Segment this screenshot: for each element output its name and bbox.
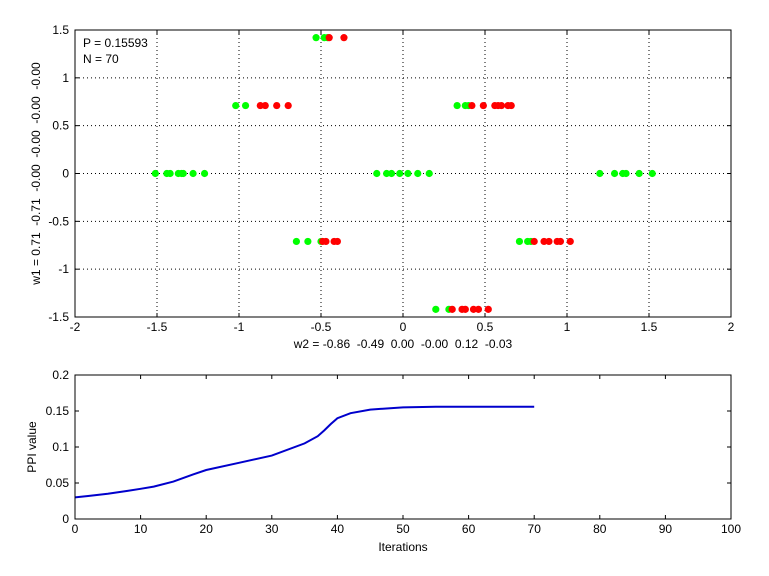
green-data-point — [648, 169, 656, 178]
line-x-label: Iterations — [378, 540, 427, 554]
red-data-point — [340, 34, 348, 42]
green-data-point — [610, 169, 619, 178]
y-tick-label: 0 — [62, 167, 69, 181]
x-tick-label: -2 — [70, 320, 81, 334]
line-frame — [74, 374, 732, 520]
red-data-point — [333, 237, 341, 246]
x-tick-label: 60 — [462, 522, 476, 536]
red-data-point — [261, 101, 269, 110]
green-data-point — [304, 237, 312, 246]
y-tick-label: 1 — [62, 71, 69, 85]
green-data-point — [383, 169, 391, 178]
red-data-point — [479, 101, 487, 110]
y-tick-label: 0.1 — [52, 440, 69, 454]
green-data-point — [179, 169, 187, 178]
green-data-point — [151, 169, 159, 178]
green-data-point — [387, 169, 396, 178]
red-data-point — [256, 101, 264, 110]
x-tick-label: 100 — [721, 522, 741, 536]
scatter-axes: -2 -1.5 -1 -0.5 0 0.5 1 1.5 2-1.5-1-0.500.511.5 … — [29, 23, 735, 351]
x-tick-label: 2 — [728, 320, 735, 334]
green-data-point — [515, 237, 524, 246]
x-tick-label: 1 — [564, 320, 571, 334]
y-tick-label: 0.5 — [52, 119, 69, 133]
red-data-point — [484, 305, 492, 313]
ppi-value-line — [74, 405, 535, 499]
x-tick-label: -1.5 — [147, 320, 168, 334]
y-tick-label: -1 — [58, 262, 69, 276]
green-data-point — [200, 169, 209, 178]
x-tick-label: 90 — [659, 522, 673, 536]
y-tick-label: 0.05 — [46, 476, 70, 490]
line-plot-area — [75, 375, 731, 519]
red-data-point — [497, 101, 505, 110]
green-data-point — [453, 101, 461, 110]
red-data-point — [284, 101, 292, 110]
x-tick-label: -0.5 — [311, 320, 332, 334]
red-data-point — [468, 101, 476, 110]
green-data-point — [635, 169, 643, 178]
green-data-point — [432, 305, 440, 313]
red-data-point — [322, 237, 330, 246]
red-data-point — [448, 305, 456, 313]
x-tick-label: 20 — [200, 522, 214, 536]
x-tick-label: 0 — [72, 522, 79, 536]
x-tick-label: 0 — [400, 320, 407, 334]
annotation-n-value: N = 70 — [83, 52, 119, 66]
red-data-point — [566, 237, 574, 246]
x-tick-label: 70 — [528, 522, 542, 536]
y-tick-label: 0.15 — [46, 404, 70, 418]
red-data-point — [545, 237, 553, 246]
red-data-point — [461, 305, 469, 313]
scatter-ticks: -2 -1.5 -1 -0.5 0 0.5 1 1.5 2-1.5-1-0.500.511.5 — [48, 23, 734, 334]
red-data-point — [507, 101, 515, 110]
scatter-y-label: w1 = 0.71 -0.71 -0.00 -0.00 -0.00 -0.00 — [29, 62, 43, 286]
green-data-point — [622, 169, 630, 178]
x-tick-label: 80 — [593, 522, 607, 536]
green-data-point — [312, 34, 320, 42]
red-data-point — [556, 237, 565, 246]
x-tick-label: 1.5 — [641, 320, 658, 334]
red-data-point — [469, 305, 478, 313]
y-tick-label: -1.5 — [48, 310, 69, 324]
y-tick-label: 0 — [62, 512, 69, 526]
scatter-x-label: w2 = -0.86 -0.49 0.00 -0.00 0.12 -0.03 — [293, 337, 513, 351]
y-tick-label: -0.5 — [48, 214, 69, 228]
green-data-point — [414, 169, 422, 178]
green-data-point — [425, 169, 433, 178]
y-tick-label: 0.2 — [52, 368, 69, 382]
x-tick-label: 0.5 — [477, 320, 494, 334]
green-data-point — [396, 169, 404, 178]
green-data-point — [373, 169, 381, 178]
green-data-point — [292, 237, 300, 246]
annotation-p-value: P = 0.15593 — [83, 36, 148, 50]
red-data-point — [325, 34, 333, 42]
green-data-point — [241, 101, 250, 110]
y-tick-label: 1.5 — [52, 23, 69, 37]
green-data-point — [404, 169, 412, 178]
x-tick-label: 30 — [265, 522, 279, 536]
x-tick-label: 10 — [134, 522, 148, 536]
red-data-point — [540, 237, 548, 246]
green-data-point — [189, 169, 197, 178]
red-data-point — [530, 237, 538, 246]
scatter-points — [151, 34, 656, 313]
line-ticks: 0 10 20 30 40 50 60 70 80 90 100 0 0.05 0.1 0.15 0.2 — [46, 368, 742, 536]
ppi-line-axes: 0 10 20 30 40 50 60 70 80 90 100 0 0.05 0.1 0.15 0.2 It… — [25, 368, 741, 554]
line-y-label: PPI value — [25, 421, 39, 473]
green-data-point — [232, 101, 240, 110]
x-tick-label: 40 — [331, 522, 345, 536]
x-tick-label: -1 — [234, 320, 245, 334]
scatter-frame — [74, 29, 732, 318]
red-data-point — [273, 101, 281, 110]
green-data-point — [596, 169, 604, 178]
red-data-point — [474, 305, 483, 313]
x-tick-label: 50 — [396, 522, 410, 536]
green-data-point — [166, 169, 174, 178]
